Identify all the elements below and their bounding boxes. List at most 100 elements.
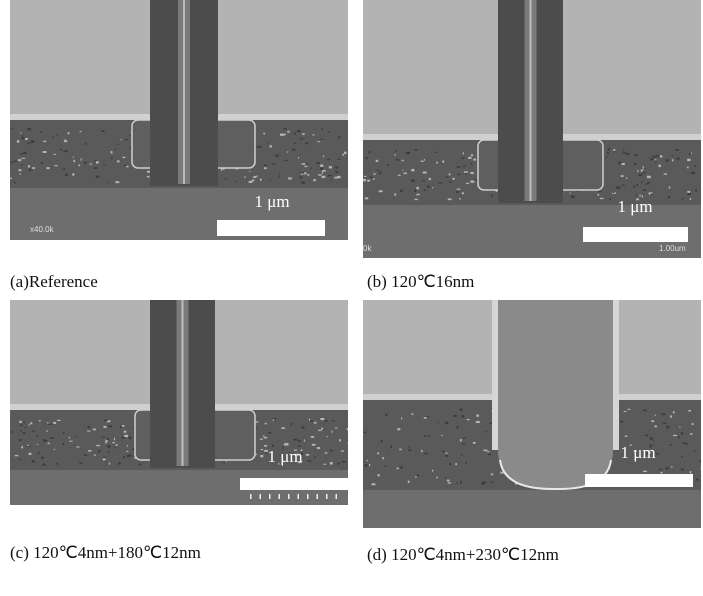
grain — [121, 437, 125, 439]
scale-bar — [583, 227, 688, 242]
grain — [388, 452, 389, 453]
grain — [643, 471, 647, 472]
grain — [463, 166, 466, 167]
grain — [318, 174, 321, 175]
grain — [597, 194, 599, 195]
grain — [635, 194, 637, 195]
grain — [127, 445, 128, 446]
grain — [84, 455, 87, 457]
grain — [39, 420, 41, 421]
grain — [270, 145, 272, 147]
caption: (c) 120℃4nm+180℃12nm — [10, 543, 201, 563]
grain — [424, 435, 427, 437]
grain — [660, 472, 662, 474]
grain — [270, 180, 271, 181]
grain — [369, 464, 370, 466]
grain — [647, 182, 650, 183]
grain — [294, 143, 296, 144]
grain — [69, 441, 72, 442]
caption: (b) 120℃16nm — [367, 272, 474, 292]
grain — [13, 161, 17, 162]
scale-tick — [269, 494, 271, 499]
grain — [147, 176, 150, 178]
grain — [11, 161, 13, 163]
grain — [461, 454, 463, 455]
grain — [28, 128, 32, 130]
grain — [442, 450, 444, 452]
grain — [329, 166, 332, 168]
grain — [317, 162, 320, 164]
grain — [90, 164, 92, 165]
grain — [341, 450, 344, 451]
grain — [77, 446, 80, 447]
grain — [301, 182, 305, 184]
grain — [48, 424, 52, 425]
grain — [394, 193, 396, 195]
grain — [650, 158, 653, 160]
grain — [691, 153, 692, 155]
grain — [408, 446, 410, 447]
grain — [29, 453, 32, 455]
grain — [133, 428, 134, 429]
grain — [452, 178, 454, 180]
grain — [670, 444, 672, 445]
grain — [432, 470, 433, 472]
grain — [327, 436, 328, 437]
grain — [476, 414, 479, 416]
grain — [652, 156, 656, 158]
grain — [120, 426, 122, 428]
grain — [620, 420, 622, 422]
grain — [302, 133, 305, 135]
grain — [671, 466, 673, 467]
grain — [318, 430, 321, 431]
grain — [32, 460, 35, 462]
grain — [33, 430, 35, 432]
grain — [687, 167, 689, 169]
grain — [101, 436, 104, 437]
grain — [424, 453, 427, 454]
grain — [129, 437, 132, 439]
grain — [457, 166, 460, 168]
grain — [448, 198, 452, 200]
scale-label: 1 μm — [617, 197, 652, 216]
grain — [673, 411, 675, 413]
grain — [471, 163, 472, 165]
grain — [461, 415, 464, 417]
grain — [678, 436, 680, 438]
grain — [307, 174, 309, 176]
grain — [622, 185, 624, 186]
grain — [117, 160, 120, 162]
grain — [637, 170, 638, 172]
grain — [364, 464, 367, 466]
grain — [50, 437, 54, 438]
grain — [445, 422, 448, 424]
grain — [73, 157, 74, 158]
grain — [20, 425, 23, 426]
grain — [126, 166, 128, 168]
grain — [373, 178, 375, 179]
grain — [41, 162, 43, 164]
grain — [314, 422, 316, 424]
grain — [608, 148, 610, 150]
grain — [27, 142, 30, 144]
grain — [342, 461, 346, 463]
grain — [47, 167, 50, 169]
grain — [29, 169, 31, 171]
grain — [264, 165, 268, 166]
grain — [651, 420, 654, 422]
grain — [445, 477, 446, 478]
grain — [108, 182, 109, 183]
grain — [312, 134, 314, 135]
grain — [311, 436, 314, 438]
grain — [700, 467, 701, 469]
grain — [107, 445, 110, 447]
grain — [21, 446, 23, 448]
grain — [379, 172, 381, 174]
grain — [63, 168, 65, 170]
grain — [439, 182, 443, 183]
grain — [449, 463, 451, 465]
grain — [400, 466, 402, 468]
grain — [396, 468, 399, 469]
grain — [335, 427, 338, 428]
grain — [681, 468, 684, 470]
